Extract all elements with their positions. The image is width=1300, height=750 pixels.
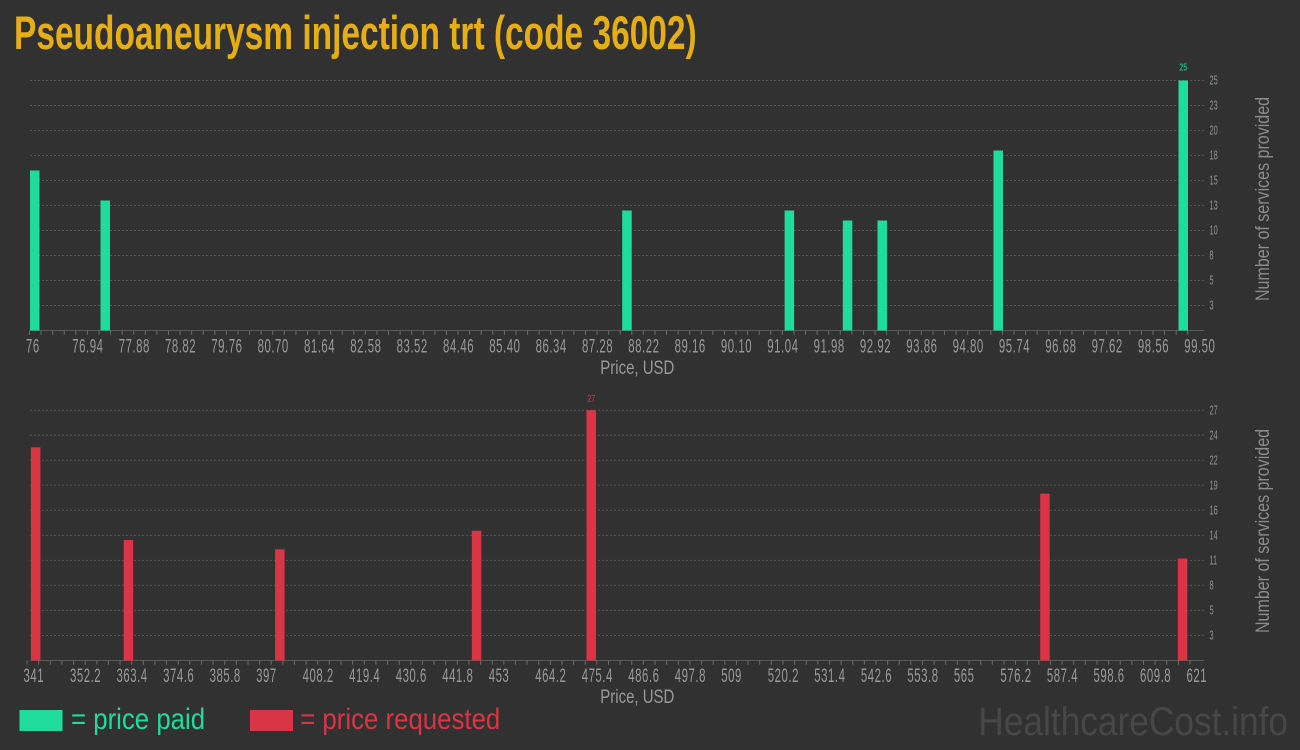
svg-text:453: 453 <box>489 666 510 687</box>
svg-text:77.88: 77.88 <box>119 337 150 358</box>
svg-text:8: 8 <box>1210 580 1214 593</box>
svg-text:81.64: 81.64 <box>304 337 335 358</box>
svg-text:76.94: 76.94 <box>72 337 103 358</box>
svg-text:92.92: 92.92 <box>860 337 891 358</box>
svg-text:90.10: 90.10 <box>721 337 752 358</box>
svg-text:27: 27 <box>587 393 595 405</box>
svg-text:24: 24 <box>1210 430 1218 443</box>
svg-text:10: 10 <box>1210 225 1218 238</box>
svg-text:94.80: 94.80 <box>953 337 984 358</box>
svg-text:20: 20 <box>1210 125 1218 138</box>
svg-text:385.8: 385.8 <box>210 666 241 687</box>
svg-text:97.62: 97.62 <box>1092 337 1123 358</box>
svg-text:14: 14 <box>1210 530 1218 543</box>
svg-text:Pseudoaneurysm injection trt (: Pseudoaneurysm injection trt (code 36002… <box>14 6 697 59</box>
svg-text:93.86: 93.86 <box>906 337 937 358</box>
svg-text:84.46: 84.46 <box>443 337 474 358</box>
svg-text:374.6: 374.6 <box>163 666 194 687</box>
svg-text:95.74: 95.74 <box>999 337 1030 358</box>
svg-text:25: 25 <box>1210 75 1218 88</box>
svg-text:99.50: 99.50 <box>1184 337 1215 358</box>
svg-text:98.56: 98.56 <box>1138 337 1169 358</box>
svg-text:86.34: 86.34 <box>536 337 567 358</box>
svg-text:430.6: 430.6 <box>396 666 427 687</box>
svg-text:76: 76 <box>26 337 40 358</box>
svg-text:408.2: 408.2 <box>303 666 334 687</box>
svg-text:79.76: 79.76 <box>211 337 242 358</box>
svg-text:23: 23 <box>1210 100 1218 113</box>
svg-text:8: 8 <box>1210 250 1214 263</box>
svg-text:509: 509 <box>721 666 742 687</box>
svg-text:497.8: 497.8 <box>675 666 706 687</box>
svg-text:Price, USD: Price, USD <box>600 356 674 378</box>
svg-text:5: 5 <box>1210 605 1214 618</box>
svg-text:587.4: 587.4 <box>1047 666 1078 687</box>
svg-text:27: 27 <box>1210 405 1218 418</box>
svg-text:598.6: 598.6 <box>1094 666 1125 687</box>
svg-text:475.4: 475.4 <box>582 666 613 687</box>
svg-text:11: 11 <box>1210 555 1218 568</box>
svg-text:96.68: 96.68 <box>1045 337 1076 358</box>
svg-text:520.2: 520.2 <box>768 666 799 687</box>
svg-text:= price requested: = price requested <box>300 702 500 735</box>
svg-text:91.04: 91.04 <box>767 337 798 358</box>
svg-text:18: 18 <box>1210 150 1218 163</box>
svg-text:464.2: 464.2 <box>535 666 566 687</box>
svg-text:25: 25 <box>1179 61 1187 73</box>
svg-text:3: 3 <box>1210 300 1214 313</box>
svg-text:Number of services provided: Number of services provided <box>1252 97 1274 301</box>
svg-text:5: 5 <box>1210 275 1214 288</box>
svg-text:352.2: 352.2 <box>70 666 101 687</box>
svg-text:565: 565 <box>954 666 975 687</box>
svg-text:HealthcareCost.info: HealthcareCost.info <box>978 699 1288 744</box>
svg-text:80.70: 80.70 <box>258 337 289 358</box>
svg-text:88.22: 88.22 <box>628 337 659 358</box>
svg-text:576.2: 576.2 <box>1000 666 1031 687</box>
svg-text:91.98: 91.98 <box>814 337 845 358</box>
svg-text:553.8: 553.8 <box>907 666 938 687</box>
svg-text:363.4: 363.4 <box>117 666 148 687</box>
svg-text:= price paid: = price paid <box>71 702 205 735</box>
svg-text:78.82: 78.82 <box>165 337 196 358</box>
svg-text:15: 15 <box>1210 175 1218 188</box>
svg-text:83.52: 83.52 <box>397 337 428 358</box>
svg-text:341: 341 <box>24 666 45 687</box>
svg-text:13: 13 <box>1210 200 1218 213</box>
svg-text:85.40: 85.40 <box>489 337 520 358</box>
svg-text:3: 3 <box>1210 630 1214 643</box>
svg-text:89.16: 89.16 <box>675 337 706 358</box>
svg-text:19: 19 <box>1210 480 1218 493</box>
svg-text:542.6: 542.6 <box>861 666 892 687</box>
svg-text:22: 22 <box>1210 455 1218 468</box>
svg-text:486.6: 486.6 <box>628 666 659 687</box>
svg-text:609.8: 609.8 <box>1140 666 1171 687</box>
svg-text:419.4: 419.4 <box>349 666 380 687</box>
svg-text:531.4: 531.4 <box>814 666 845 687</box>
svg-text:621: 621 <box>1187 666 1208 687</box>
svg-text:441.8: 441.8 <box>442 666 473 687</box>
svg-text:Number of services provided: Number of services provided <box>1252 429 1274 633</box>
svg-text:Price, USD: Price, USD <box>600 685 674 707</box>
svg-text:82.58: 82.58 <box>350 337 381 358</box>
svg-text:397: 397 <box>256 666 277 687</box>
svg-text:87.28: 87.28 <box>582 337 613 358</box>
svg-text:16: 16 <box>1210 505 1218 518</box>
